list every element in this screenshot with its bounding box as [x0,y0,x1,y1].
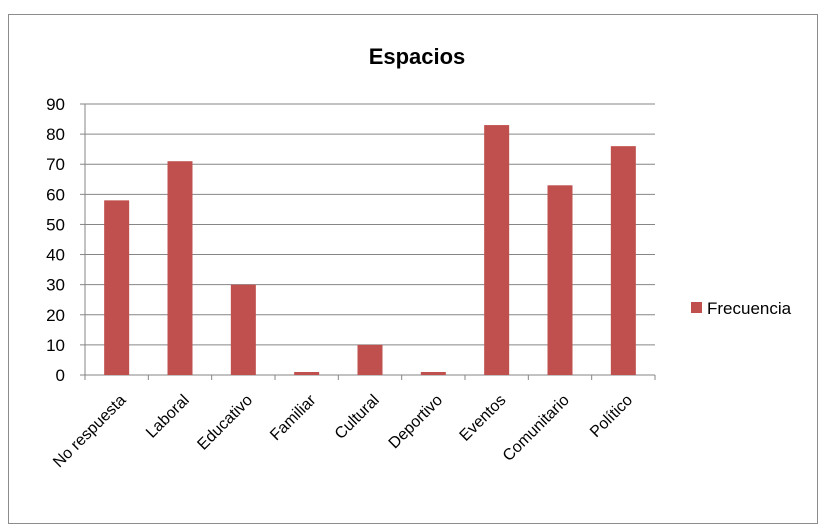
chart-frame [8,14,818,524]
y-tick-label: 80 [46,125,65,144]
x-category-label: Familiar [267,391,320,444]
x-category-label: Laboral [143,392,193,442]
bar-laboral [167,161,193,375]
chart-title: Espacios [369,44,466,69]
x-category-label: Deportivo [386,392,447,453]
x-category-label: Comunitario [500,392,573,465]
bar-cultural [357,344,383,375]
bar-pol-tico [610,146,636,375]
bar-no-respuesta [104,200,130,375]
y-tick-label: 10 [46,336,65,355]
bar-familiar [294,371,320,375]
y-tick-label: 20 [46,306,65,325]
bars [104,125,636,375]
x-category-label: Eventos [457,392,510,445]
legend-swatch [691,302,702,313]
bar-educativo [230,284,256,375]
y-tick-label: 50 [46,215,65,234]
x-category-label: Cultural [332,392,383,443]
x-category-label: Político [587,392,636,441]
legend: Frecuencia [691,299,792,318]
y-tick-label: 90 [46,95,65,114]
bar-deportivo [420,371,446,375]
legend-label: Frecuencia [707,299,792,318]
x-category-label: No respuesta [50,392,129,471]
bar-comunitario [547,185,573,375]
x-category-label: Educativo [194,392,256,454]
y-tick-label: 0 [56,366,65,385]
y-tick-label: 30 [46,276,65,295]
y-tick-label: 70 [46,155,65,174]
bar-eventos [484,125,510,375]
y-tick-label: 40 [46,246,65,265]
y-tick-label: 60 [46,185,65,204]
